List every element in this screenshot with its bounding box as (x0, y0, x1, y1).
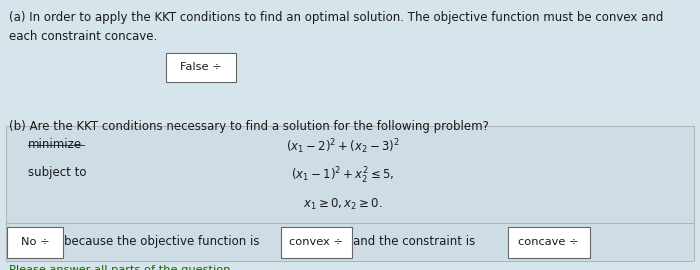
FancyBboxPatch shape (7, 227, 63, 258)
Text: concave ÷: concave ÷ (519, 237, 579, 248)
Text: and the constraint is: and the constraint is (353, 235, 475, 248)
Text: No ÷: No ÷ (20, 237, 50, 248)
FancyBboxPatch shape (6, 126, 694, 224)
Text: Please answer all parts of the question.: Please answer all parts of the question. (9, 265, 234, 270)
Text: (b) Are the KKT conditions necessary to find a solution for the following proble: (b) Are the KKT conditions necessary to … (9, 120, 489, 133)
Text: $x_1 \geq 0, x_2 \geq 0.$: $x_1 \geq 0, x_2 \geq 0.$ (303, 197, 383, 212)
FancyBboxPatch shape (6, 223, 694, 261)
Text: (a) In order to apply the KKT conditions to find an optimal solution. The object: (a) In order to apply the KKT conditions… (9, 11, 664, 43)
Text: convex ÷: convex ÷ (289, 237, 344, 248)
Text: $(x_1 - 1)^2 + x_2^2 \leq 5,$: $(x_1 - 1)^2 + x_2^2 \leq 5,$ (291, 166, 395, 186)
Text: because the objective function is: because the objective function is (64, 235, 260, 248)
FancyBboxPatch shape (508, 227, 590, 258)
FancyBboxPatch shape (166, 53, 236, 82)
Text: subject to: subject to (28, 166, 87, 179)
Text: minimize: minimize (28, 138, 82, 151)
Text: $(x_1 - 2)^2 + (x_2 - 3)^2$: $(x_1 - 2)^2 + (x_2 - 3)^2$ (286, 138, 400, 156)
Text: False ÷: False ÷ (180, 62, 222, 73)
FancyBboxPatch shape (281, 227, 352, 258)
